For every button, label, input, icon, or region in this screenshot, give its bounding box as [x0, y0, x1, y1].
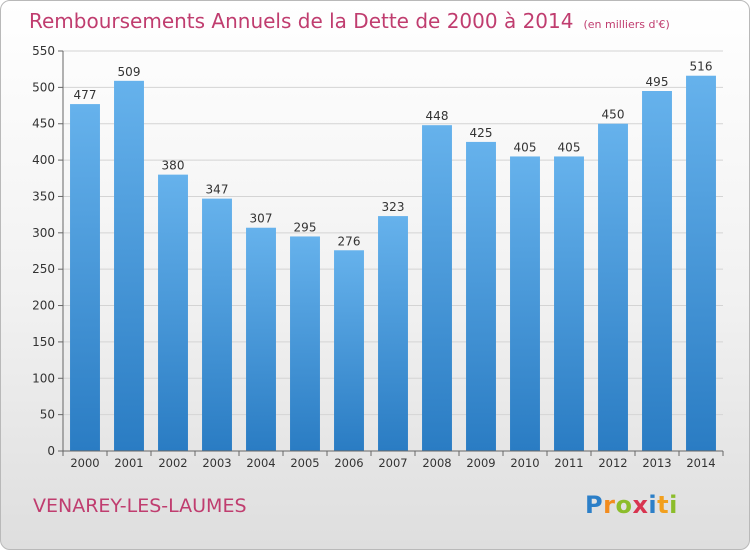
x-tick-label-2012: 2012	[598, 456, 627, 470]
x-tick-label-2008: 2008	[422, 456, 451, 470]
bar-2009	[466, 141, 496, 451]
bar-2006	[334, 250, 364, 451]
y-tick-label: 450	[32, 117, 55, 131]
chart-title: Remboursements Annuels de la Dette de 20…	[29, 9, 670, 33]
value-label-2010: 405	[514, 140, 537, 154]
x-tick-label-2005: 2005	[290, 456, 319, 470]
value-label-2014: 516	[690, 60, 713, 74]
logo-letter: t	[657, 491, 670, 519]
x-tick-label-2001: 2001	[114, 456, 143, 470]
y-tick-label: 300	[32, 226, 55, 240]
value-label-2004: 307	[250, 212, 273, 226]
value-label-2001: 509	[118, 65, 141, 79]
y-tick-label: 0	[47, 444, 55, 458]
x-tick-label-2006: 2006	[334, 456, 363, 470]
y-tick-label: 50	[40, 408, 55, 422]
y-tick-label: 100	[32, 371, 55, 385]
y-tick-label: 350	[32, 189, 55, 203]
value-label-2006: 276	[338, 234, 361, 248]
value-label-2003: 347	[206, 183, 229, 197]
axes: 0 50 100 150 200 250 300 350 400 450 500 550 2000 200…	[32, 44, 724, 470]
bar-2014	[686, 75, 716, 452]
bar-2011	[554, 156, 584, 452]
logo-letter: o	[615, 491, 633, 519]
bar-2001	[114, 80, 144, 452]
value-label-2005: 295	[294, 220, 317, 234]
x-tick-label-2011: 2011	[554, 456, 583, 470]
unit-label: (en milliers d'€)	[583, 18, 670, 31]
x-tick-label-2000: 2000	[70, 456, 99, 470]
logo-letter: r	[603, 491, 616, 519]
logo-letter: x	[632, 491, 649, 519]
y-tick-label: 400	[32, 153, 55, 167]
x-tick-label-2009: 2009	[466, 456, 495, 470]
value-labels: 477 509 380 347 307 295 276 323 448 425 405 405 450 4…	[74, 60, 713, 249]
value-label-2013: 495	[646, 75, 669, 89]
bar-2000	[70, 104, 100, 451]
y-tick-label: 550	[32, 44, 55, 58]
bar-2003	[202, 198, 232, 451]
x-tick-label-2004: 2004	[246, 456, 275, 470]
value-label-2012: 450	[602, 108, 625, 122]
bar-2012	[598, 123, 628, 452]
logo-letter: i	[648, 491, 658, 519]
logo-letter: i	[669, 491, 678, 519]
x-tick-label-2007: 2007	[378, 456, 407, 470]
value-label-2002: 380	[162, 159, 185, 173]
bar-2013	[642, 91, 672, 451]
x-tick-label-2014: 2014	[686, 456, 715, 470]
y-tick-label: 500	[32, 80, 55, 94]
bar-2002	[158, 174, 188, 452]
bar-2004	[246, 227, 276, 451]
y-tick-label: 250	[32, 262, 55, 276]
y-tick-label: 150	[32, 335, 55, 349]
value-label-2007: 323	[382, 200, 405, 214]
x-tick-label-2013: 2013	[642, 456, 671, 470]
value-label-2000: 477	[74, 88, 97, 102]
x-tick-label-2002: 2002	[158, 456, 187, 470]
commune-name: VENAREY-LES-LAUMES	[33, 495, 247, 517]
y-tick-label: 200	[32, 299, 55, 313]
bar-2010	[510, 156, 540, 452]
value-label-2011: 405	[558, 140, 581, 154]
proxiti-logo: Proxiti	[585, 491, 678, 519]
logo-letter: P	[585, 491, 604, 519]
x-tick-label-2003: 2003	[202, 456, 231, 470]
value-label-2009: 425	[470, 126, 493, 140]
bar-2008	[422, 125, 452, 451]
bars	[70, 75, 716, 452]
bar-2005	[290, 236, 320, 451]
bar-2007	[378, 216, 408, 451]
x-tick-label-2010: 2010	[510, 456, 539, 470]
title-text: Remboursements Annuels de la Dette de 20…	[29, 9, 574, 33]
value-label-2008: 448	[426, 109, 449, 123]
